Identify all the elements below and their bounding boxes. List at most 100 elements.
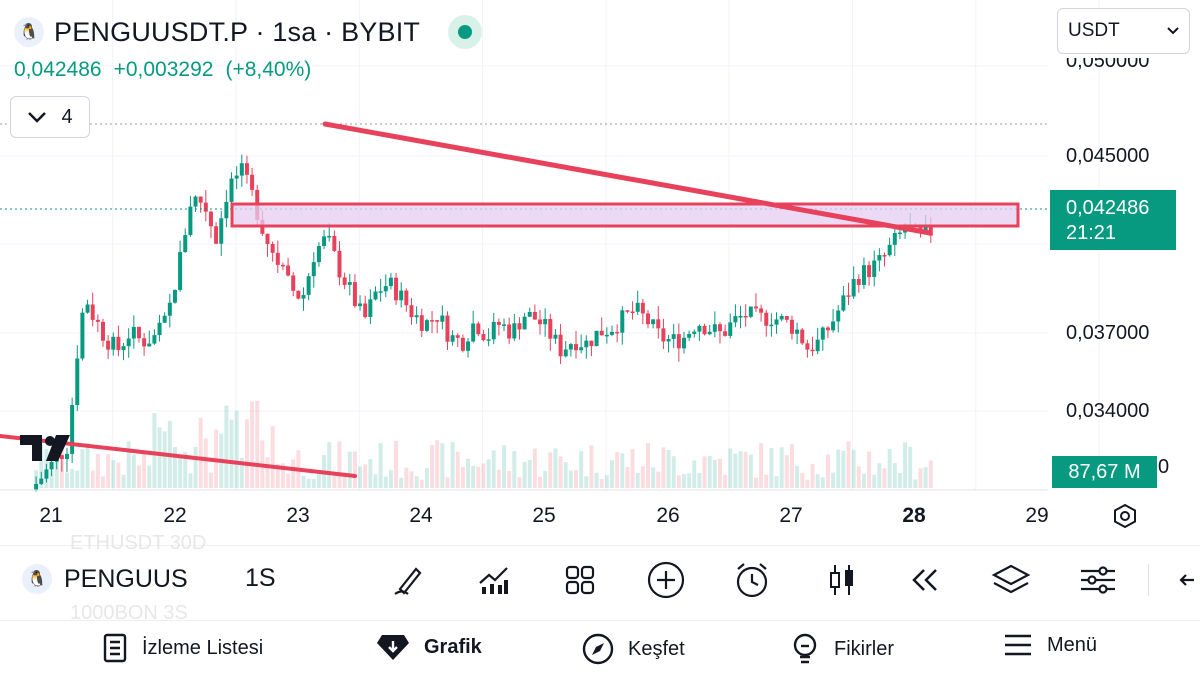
volume-bar [856, 466, 861, 488]
candle-body [39, 478, 44, 484]
settings-sliders-icon[interactable] [1078, 560, 1118, 600]
candle-body [810, 349, 815, 352]
volume-bar [599, 479, 604, 488]
candle-body [717, 324, 722, 332]
volume-bar [352, 451, 357, 488]
candle-body [887, 244, 892, 256]
candle-body [481, 334, 486, 341]
volume-bar [702, 456, 707, 488]
volume-bar [301, 475, 306, 488]
symbol-search-button[interactable]: 🐧 PENGUUS [22, 564, 188, 594]
candle-body [59, 455, 64, 460]
candle-body [651, 319, 656, 325]
ghost-symbol-below: 1000BON 3S [70, 602, 188, 624]
nav-explore[interactable]: Keşfet [582, 633, 685, 665]
indicators-collapse-button[interactable]: 4 [10, 96, 90, 138]
price-chart[interactable] [0, 0, 1200, 545]
candle-body [250, 174, 255, 190]
candle-body [748, 306, 753, 317]
volume-bar [286, 473, 291, 488]
zone-rectangle-drawing[interactable] [230, 202, 1020, 228]
volume-bar [743, 451, 748, 488]
tradingview-logo [20, 435, 76, 465]
volume-bar [676, 475, 681, 488]
hexagon-settings-icon [1114, 503, 1136, 529]
volume-bar [784, 455, 789, 488]
candle-body [322, 236, 327, 247]
candle-body [80, 312, 85, 359]
layers-icon[interactable] [991, 560, 1031, 600]
volume-bar [568, 470, 573, 488]
volume-bar [615, 452, 620, 488]
candle-body [707, 331, 712, 335]
market-status-icon[interactable] [448, 15, 483, 49]
add-icon[interactable] [646, 560, 686, 600]
candle-style-icon[interactable] [822, 560, 862, 600]
candle-body [563, 349, 568, 357]
replay-icon[interactable] [905, 560, 945, 600]
volume-bar [188, 473, 193, 488]
interval-button[interactable]: 1S [245, 564, 276, 592]
candle-body [229, 178, 234, 202]
volume-bar [147, 465, 152, 488]
volume-bar [846, 441, 851, 488]
currency-select[interactable]: USDT [1057, 8, 1190, 54]
draw-icon[interactable] [389, 560, 429, 600]
candle-body [697, 325, 702, 332]
current-price-badge: 0,042486 21:21 [1050, 190, 1176, 250]
candle-body [424, 320, 429, 331]
candle-body [234, 175, 239, 179]
candle-body [728, 322, 733, 336]
volume-bar [805, 479, 810, 488]
volume-bar [239, 457, 244, 488]
alert-icon[interactable] [732, 560, 772, 600]
candle-body [692, 331, 697, 334]
volume-bar [861, 473, 866, 488]
nav-chart[interactable]: Grafik [376, 633, 482, 661]
candle-body [630, 311, 635, 314]
volume-bar [532, 448, 537, 488]
volume-bar [54, 460, 59, 488]
candle-body [615, 331, 620, 334]
volume-bar [697, 472, 702, 488]
candle-body [723, 331, 728, 336]
candle-body [733, 316, 738, 323]
candle-body [574, 344, 579, 351]
candle-body [404, 290, 409, 306]
toolbar-symbol: PENGUUS [64, 564, 188, 593]
volume-bar [795, 465, 800, 488]
volume-bar [851, 449, 856, 488]
volume-bar [640, 466, 645, 488]
volume-bar [620, 453, 625, 488]
volume-bar [892, 463, 897, 488]
candle-body [553, 334, 558, 339]
candle-body [358, 303, 363, 307]
chevron-down-icon [28, 112, 47, 123]
candle-body [342, 277, 347, 285]
layouts-icon[interactable] [560, 560, 600, 600]
indicators-icon[interactable] [474, 560, 514, 600]
volume-bar [825, 454, 830, 488]
descending-trendline-drawing[interactable] [322, 121, 933, 236]
candle-body [34, 483, 39, 490]
volume-bar [538, 476, 543, 488]
volume-bar [131, 454, 136, 488]
chart-settings-button[interactable] [1109, 500, 1141, 532]
volume-bar [126, 441, 131, 488]
candle-body [753, 306, 758, 309]
volume-bar [466, 458, 471, 488]
back-arrow-icon[interactable] [1172, 560, 1200, 600]
candle-body [831, 321, 836, 331]
candle-body [517, 323, 522, 330]
volume-bar [486, 459, 491, 488]
symbol-header[interactable]: 🐧 PENGUUSDT.P · 1sa · BYBIT [14, 12, 483, 52]
volume-bar [229, 419, 234, 488]
nav-menu[interactable]: Menü [1003, 633, 1097, 657]
nav-ideas[interactable]: Fikirler [790, 633, 894, 665]
candle-body [445, 315, 450, 342]
volume-bar [918, 468, 923, 488]
candle-body [100, 321, 105, 341]
candle-body [743, 316, 748, 318]
nav-watchlist[interactable]: İzleme Listesi [102, 633, 263, 663]
volume-bar [671, 456, 676, 488]
